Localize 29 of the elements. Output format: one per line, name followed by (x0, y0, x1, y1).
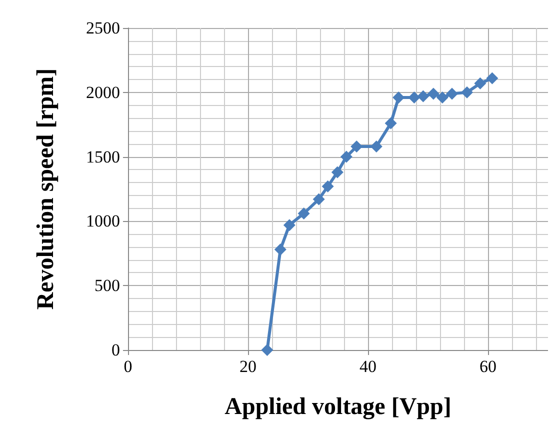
point (474, 77, 486, 90)
point (274, 244, 286, 256)
y-tick-label: 2500 (86, 18, 120, 38)
point (340, 150, 352, 163)
point (427, 88, 440, 100)
point (461, 86, 473, 98)
point (322, 180, 334, 192)
point (417, 90, 430, 102)
x-tick-label: 60 (480, 357, 496, 376)
point (331, 166, 344, 178)
x-tick-label: 20 (240, 357, 256, 376)
point (408, 92, 420, 104)
point (446, 88, 458, 100)
y-tick-label: 1500 (86, 147, 120, 166)
point (312, 193, 325, 206)
point (298, 207, 310, 220)
y-tick-label: 500 (94, 276, 120, 296)
x-tick-label: 0 (124, 357, 132, 376)
y-tick-label: 0 (112, 340, 120, 360)
point (384, 117, 397, 130)
y-axis-title: Revolution speed [rpm] (33, 68, 59, 310)
point (486, 72, 498, 84)
point (283, 219, 296, 232)
x-tick-label: 40 (360, 357, 376, 376)
point (436, 92, 448, 104)
x-axis-title: Applied voltage [Vpp] (224, 394, 452, 420)
point (261, 344, 274, 356)
y-tick-label: 2000 (86, 82, 120, 102)
y-tick-label: 1000 (86, 212, 120, 231)
